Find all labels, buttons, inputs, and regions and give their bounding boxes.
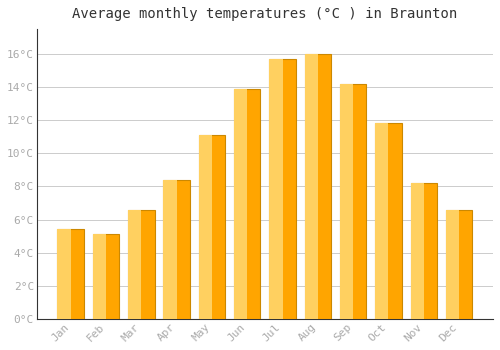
Bar — [93, 234, 120, 319]
Bar — [304, 54, 318, 319]
Bar — [410, 183, 424, 319]
Bar — [234, 89, 260, 319]
Bar — [340, 84, 353, 319]
Bar — [270, 59, 282, 319]
Bar — [198, 135, 212, 319]
Bar — [198, 135, 225, 319]
Bar — [164, 180, 190, 319]
Bar — [270, 59, 296, 319]
Bar — [128, 210, 141, 319]
Bar — [164, 180, 176, 319]
Bar — [58, 230, 70, 319]
Bar — [93, 234, 106, 319]
Bar — [234, 89, 247, 319]
Bar — [375, 124, 402, 319]
Bar — [446, 210, 472, 319]
Bar — [375, 124, 388, 319]
Bar — [340, 84, 366, 319]
Bar — [128, 210, 154, 319]
Title: Average monthly temperatures (°C ) in Braunton: Average monthly temperatures (°C ) in Br… — [72, 7, 458, 21]
Bar — [446, 210, 459, 319]
Bar — [410, 183, 437, 319]
Bar — [58, 230, 84, 319]
Bar — [304, 54, 331, 319]
